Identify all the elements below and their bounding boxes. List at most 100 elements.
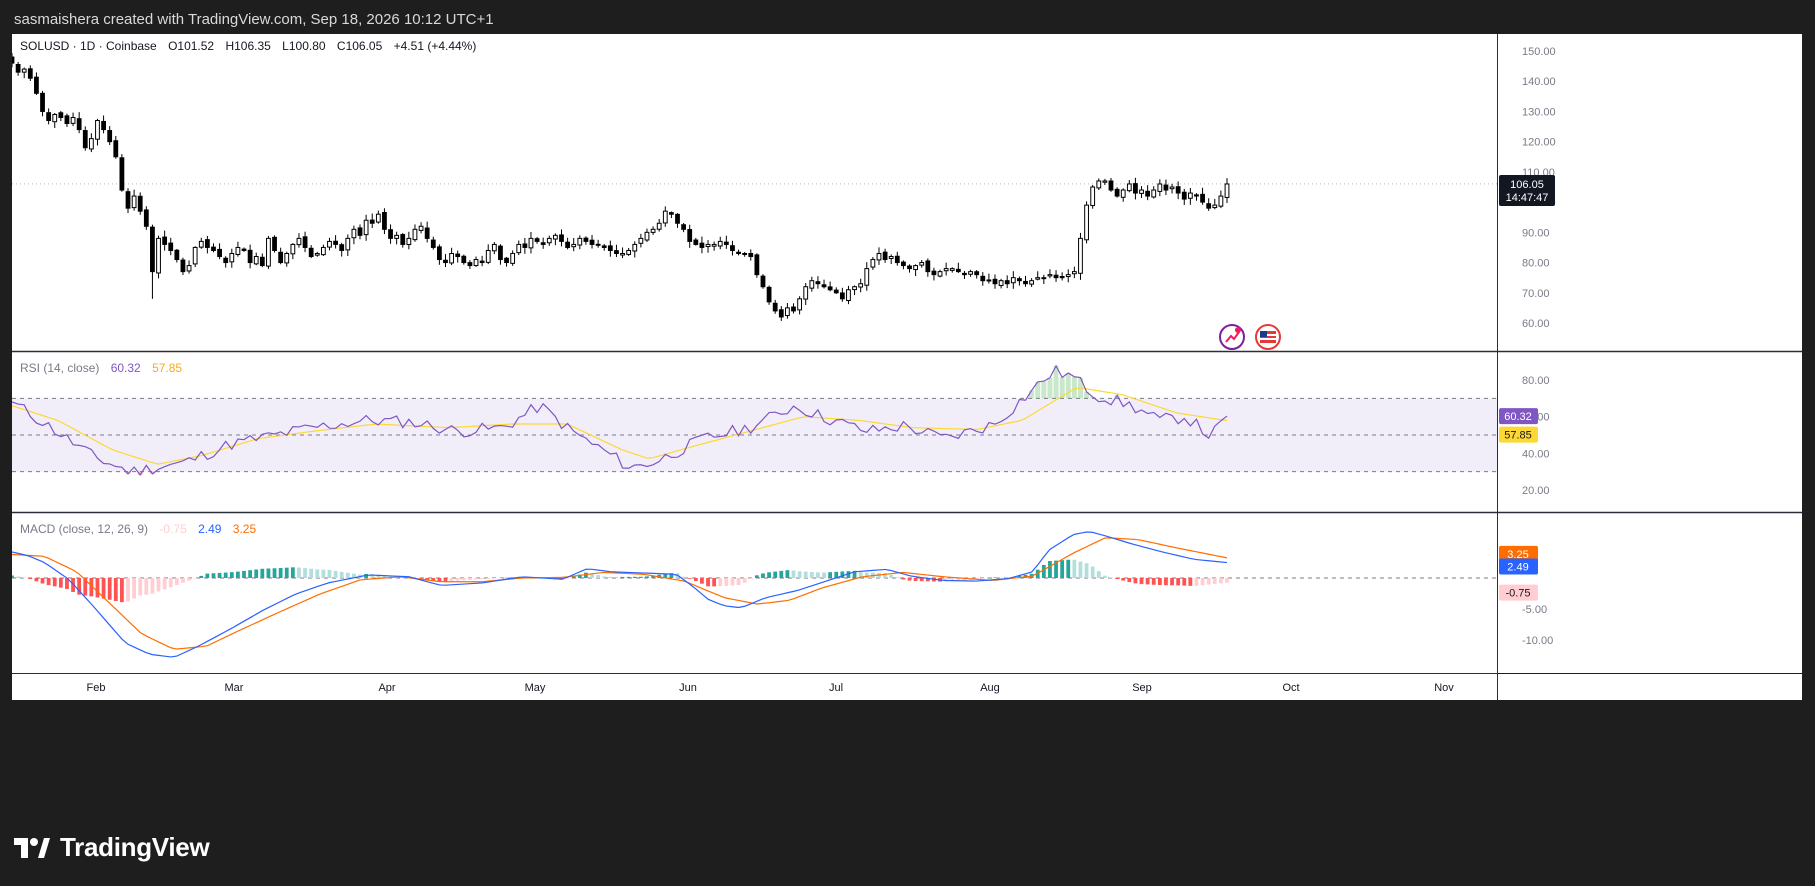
- candle-down: [827, 286, 833, 291]
- candle-down: [308, 247, 314, 258]
- candle-down: [302, 236, 308, 248]
- candle-up: [131, 195, 137, 209]
- price-tick-label: 70.00: [1522, 288, 1550, 300]
- candle-up: [406, 237, 412, 246]
- us-flag-icon[interactable]: [1255, 324, 1281, 350]
- tradingview-logo[interactable]: TradingView: [14, 832, 210, 863]
- macd-line-value: 2.49: [198, 522, 222, 536]
- candle-up: [620, 252, 625, 256]
- macd-histogram-bar: [364, 573, 369, 578]
- candle-down: [833, 289, 839, 294]
- macd-histogram-bar: [852, 570, 857, 578]
- macd-histogram-bar: [449, 578, 454, 582]
- candle-up: [742, 252, 748, 255]
- candle-up: [229, 252, 235, 263]
- tradingview-logo-icon: [14, 837, 50, 858]
- footer: TradingView: [0, 810, 1815, 886]
- rsi-tick-label: 20.00: [1522, 485, 1550, 497]
- macd-histogram-bar: [266, 568, 271, 578]
- macd-histogram-bar: [1109, 577, 1113, 579]
- candle-up: [1041, 277, 1047, 280]
- chart-canvas[interactable]: 150.00140.00130.00120.00110.00100.0090.0…: [12, 34, 1802, 810]
- candle-up: [552, 234, 558, 240]
- macd-tick-label: -5.00: [1522, 604, 1547, 616]
- macd-histogram-bar: [944, 578, 949, 582]
- macd-legend[interactable]: MACD (close, 12, 26, 9) -0.75 2.49 3.25: [20, 522, 256, 536]
- macd-line-tag: 2.49: [1507, 562, 1528, 574]
- candle-down: [137, 195, 143, 212]
- candle-down: [974, 271, 980, 276]
- macd-histogram-bar: [431, 578, 436, 581]
- candle-down: [754, 254, 760, 276]
- time-tick-label: Aug: [980, 682, 1000, 694]
- macd-histogram-bar: [40, 578, 45, 584]
- candle-down: [211, 246, 216, 251]
- macd-histogram-bar: [168, 578, 173, 588]
- macd-histogram-bar: [113, 578, 118, 601]
- candle-down: [272, 236, 277, 251]
- candle-up: [21, 68, 27, 73]
- price-tag[interactable]: 106.05 14:47:47: [1499, 175, 1555, 206]
- candle-down: [125, 191, 131, 209]
- macd-histogram-bar: [12, 575, 14, 578]
- time-axis[interactable]: [12, 674, 1802, 700]
- candle-up: [485, 249, 491, 263]
- time-tick-label: Feb: [87, 682, 106, 694]
- time-axis-labels[interactable]: Feb Mar Apr May Jun Jul Aug Sep Oct Nov: [87, 682, 1455, 694]
- macd-histogram-bar: [333, 570, 338, 578]
- candle-down: [82, 130, 88, 149]
- macd-histogram-bar: [321, 569, 326, 578]
- candle-down: [669, 212, 674, 215]
- rsi-oversold-fill: [125, 471, 155, 475]
- candle-down: [839, 292, 845, 300]
- macd-histogram-bar: [101, 578, 106, 599]
- candle-down: [540, 242, 546, 245]
- macd-histogram-bar: [315, 569, 320, 578]
- candle-up: [70, 116, 76, 124]
- candle-up: [314, 252, 320, 256]
- candle-down: [1059, 276, 1065, 279]
- candle-down: [113, 140, 119, 158]
- candle-down: [1004, 280, 1010, 285]
- candle-up: [1078, 237, 1083, 274]
- macd-histogram-bar: [382, 575, 387, 578]
- macd-histogram-bar: [419, 578, 423, 579]
- macd-histogram-bar: [254, 569, 259, 578]
- candle-up: [1047, 274, 1053, 277]
- candle-up: [1065, 274, 1071, 278]
- macd-histogram-bar: [669, 573, 674, 578]
- macd-histogram-bar: [980, 578, 985, 579]
- candle-down: [693, 239, 699, 245]
- candle-up: [1139, 189, 1144, 194]
- macd-histogram-bar: [425, 578, 430, 580]
- macd-histogram-bar: [736, 578, 741, 586]
- macd-histogram-bar: [181, 578, 185, 583]
- candle-down: [766, 286, 772, 303]
- rsi-legend[interactable]: RSI (14, close) 60.32 57.85: [20, 361, 182, 375]
- candle-up: [449, 252, 454, 264]
- macd-histogram-bar: [83, 578, 88, 596]
- rsi-ma-value-tag: 57.85: [1504, 430, 1532, 442]
- candle-down: [247, 249, 253, 264]
- candle-down: [1206, 203, 1212, 209]
- time-tick-label: Apr: [378, 682, 395, 694]
- macd-histogram-bar: [223, 572, 228, 578]
- macd-histogram-bar: [205, 573, 210, 578]
- candle-up: [626, 249, 632, 255]
- macd-histogram-bar: [474, 578, 478, 580]
- candle-down: [479, 260, 485, 264]
- candle-down: [223, 257, 229, 264]
- candle-down: [589, 239, 595, 245]
- symbol-legend[interactable]: SOLUSD · 1D · Coinbase O101.52 H106.35 L…: [20, 39, 476, 53]
- candle-down: [34, 76, 39, 94]
- events-icon[interactable]: [1219, 324, 1245, 350]
- price-tick-label: 140.00: [1522, 76, 1556, 88]
- candle-down: [760, 275, 766, 288]
- candle-down: [369, 219, 375, 224]
- macd-histogram-bar: [284, 567, 289, 578]
- candle-down: [27, 68, 33, 79]
- candle-up: [1090, 186, 1096, 207]
- candle-down: [1108, 180, 1114, 191]
- macd-histogram-bar: [229, 572, 234, 578]
- candle-down: [901, 261, 906, 267]
